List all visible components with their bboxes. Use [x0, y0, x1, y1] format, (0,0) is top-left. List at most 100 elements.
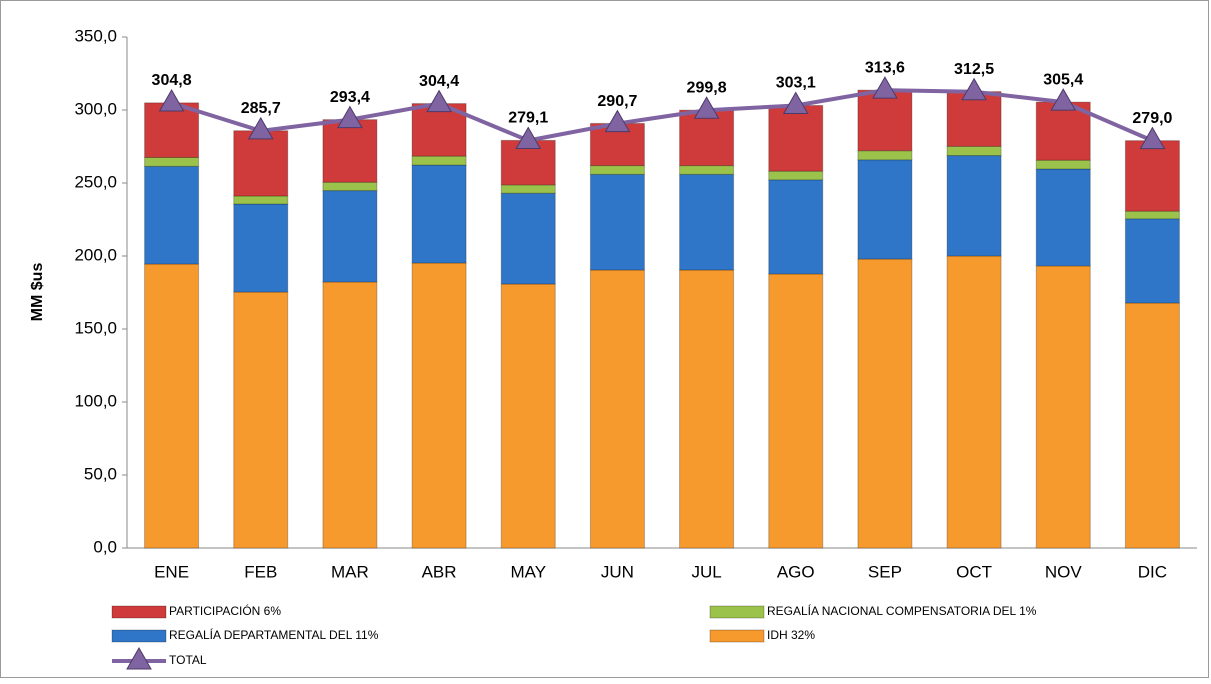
x-tick-label: AGO	[777, 562, 815, 581]
total-marker	[515, 126, 542, 150]
legend-swatch	[111, 629, 167, 643]
bar-segment	[144, 263, 200, 549]
y-tick-label: 300,0	[74, 99, 117, 118]
bar-segment	[768, 104, 824, 172]
bar-segment	[1124, 218, 1180, 304]
legend-label: PARTICIPACIÓN 6%	[169, 603, 281, 618]
bar-segment	[946, 255, 1002, 549]
bar-segment	[500, 192, 556, 285]
value-label: 304,4	[419, 73, 459, 90]
bar-segment	[679, 173, 735, 271]
total-marker	[782, 91, 809, 114]
bar-segment	[768, 273, 824, 549]
bar-segment	[144, 165, 200, 265]
x-tick-label: DIC	[1138, 562, 1167, 581]
value-label: 290,7	[597, 93, 637, 110]
legend-label: REGALÍA NACIONAL COMPENSATORIA DEL 1%	[767, 603, 1037, 618]
y-tick-label: 200,0	[74, 245, 117, 264]
value-label: 299,8	[687, 80, 727, 97]
bar-segment	[1035, 168, 1091, 267]
legend-swatch	[709, 629, 765, 643]
legend-label: IDH 32%	[767, 628, 815, 642]
x-tick-label: ENE	[154, 562, 189, 581]
bar-segment	[589, 165, 645, 175]
y-tick-label: 0,0	[93, 537, 117, 556]
bar-segment	[1035, 159, 1091, 170]
bar-segment	[768, 179, 824, 275]
bar-segment	[768, 170, 824, 181]
bar-segment	[411, 164, 467, 264]
bar-segment	[946, 91, 1002, 147]
total-marker	[1139, 126, 1166, 150]
y-axis-label: MM $us	[29, 263, 46, 322]
bar-segment	[322, 190, 378, 283]
bar-segment	[144, 156, 200, 167]
x-tick-label: NOV	[1045, 562, 1083, 581]
bar-segment	[322, 181, 378, 192]
value-label: 313,6	[865, 59, 905, 76]
total-marker	[426, 89, 452, 113]
legend-swatch	[709, 605, 765, 619]
bar-segment	[411, 155, 467, 166]
bar-segment	[1124, 210, 1180, 220]
total-line	[170, 88, 1154, 143]
x-tick-label: SEP	[868, 562, 902, 581]
value-label: 303,1	[776, 75, 816, 92]
total-marker	[337, 105, 363, 129]
bar-segment	[322, 119, 378, 183]
x-tick-label: JUN	[601, 562, 634, 581]
bar-segment	[233, 291, 289, 549]
bar-segment	[322, 281, 378, 549]
total-marker	[693, 96, 720, 119]
y-tick-label: 50,0	[84, 464, 117, 483]
total-marker	[247, 116, 274, 140]
bar-segment	[589, 269, 645, 549]
value-label: 312,5	[954, 61, 994, 78]
y-tick-label: 100,0	[74, 391, 117, 410]
legend-label: TOTAL	[169, 653, 207, 667]
legend-swatch	[111, 605, 167, 619]
y-tick-label: 350,0	[74, 26, 117, 45]
value-label: 279,1	[508, 110, 548, 127]
value-label: 279,0	[1132, 110, 1172, 127]
bar-segment	[500, 283, 556, 549]
bar-segment	[857, 159, 913, 260]
bar-segment	[1124, 140, 1180, 212]
total-marker	[1050, 88, 1077, 111]
bar-segment	[589, 173, 645, 271]
value-label: 285,7	[241, 100, 281, 117]
y-tick-label: 250,0	[74, 172, 117, 191]
bar-segment	[1035, 265, 1091, 549]
legend-label: REGALÍA DEPARTAMENTAL DEL 11%	[169, 627, 379, 642]
x-tick-label: OCT	[956, 562, 992, 581]
y-tick-label: 150,0	[74, 318, 117, 337]
bar-segment	[411, 262, 467, 549]
total-marker	[872, 76, 898, 99]
total-marker	[604, 109, 631, 133]
bar-segment	[857, 150, 913, 161]
x-tick-label: FEB	[244, 562, 277, 581]
x-tick-label: MAR	[331, 562, 369, 581]
bar-segment	[679, 165, 735, 175]
x-tick-label: ABR	[422, 562, 457, 581]
value-label: 305,4	[1043, 71, 1083, 88]
bar-segment	[233, 195, 289, 205]
total-marker	[158, 88, 185, 112]
bar-segment	[233, 130, 289, 197]
bar-segment	[946, 145, 1002, 157]
value-label: 304,8	[152, 72, 192, 89]
bar-segment	[500, 184, 556, 194]
x-tick-label: JUL	[691, 562, 721, 581]
bar-segment	[946, 155, 1002, 257]
bar-segment	[857, 89, 913, 152]
total-marker	[961, 77, 987, 101]
value-label: 293,4	[330, 89, 370, 106]
bar-segment	[679, 269, 735, 549]
bar-segment	[233, 203, 289, 293]
bar-segment	[679, 109, 735, 167]
bar-segment	[1124, 302, 1180, 549]
x-tick-label: MAY	[510, 562, 546, 581]
legend-marker	[126, 646, 152, 670]
bar-segment	[857, 258, 913, 549]
